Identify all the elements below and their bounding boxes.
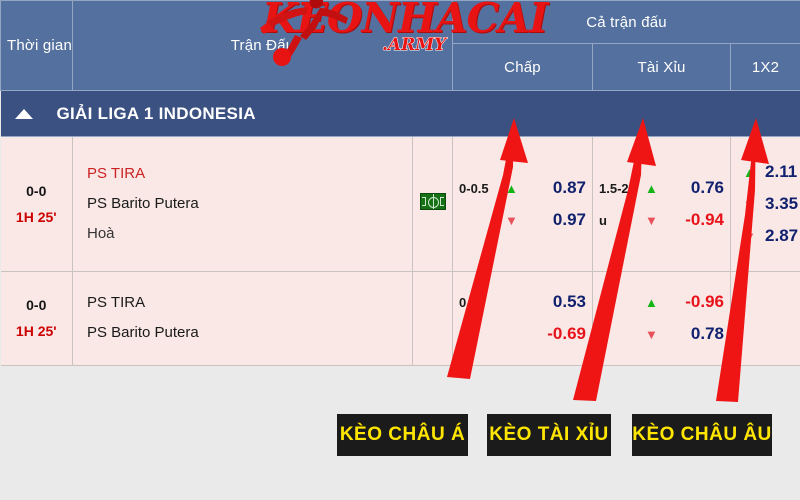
match-teams-cell[interactable]: PS TIRA PS Barito Putera Hoà bbox=[72, 136, 413, 272]
league-header-cell[interactable]: GIẢI LIGA 1 INDONESIA bbox=[0, 89, 800, 138]
arrow-up-icon: ▲ bbox=[743, 164, 756, 180]
pitch-icon-cell bbox=[412, 271, 454, 367]
col-header-match[interactable]: Trận Đấu bbox=[71, 0, 454, 91]
handicap-cell[interactable]: 0 0.53 -0.69 bbox=[452, 271, 594, 367]
handicap-line-value: 0-0.5 bbox=[459, 180, 489, 196]
annotation-label-1x2: KÈO CHÂU ÂU bbox=[632, 414, 772, 456]
over-under-line-bottom[interactable]: u ▼ 0.78 bbox=[599, 318, 724, 350]
league-name: GIẢI LIGA 1 INDONESIA bbox=[56, 103, 256, 123]
over-under-line-top[interactable]: 2 ▲ -0.96 bbox=[599, 286, 724, 318]
handicap-line-bottom[interactable]: -0.69 bbox=[459, 318, 586, 350]
handicap-line-top[interactable]: 0-0.5 ▲ 0.87 bbox=[459, 172, 586, 204]
handicap-cell[interactable]: 0-0.5 ▲ 0.87 ▼ 0.97 bbox=[452, 136, 594, 272]
match-time-cell: 0-0 1H 25' bbox=[0, 136, 73, 272]
one-x-two-draw[interactable]: ▼ 3.35 bbox=[737, 188, 798, 220]
col-header-handicap[interactable]: Chấp bbox=[452, 43, 594, 91]
table-header-row-top: Thời gian Trận Đấu Cả trận đấu bbox=[0, 0, 800, 91]
arrow-up-icon: ▲ bbox=[505, 180, 518, 196]
annotation-label-handicap: KÈO CHÂU Á bbox=[337, 414, 468, 456]
over-odd[interactable]: -0.96 bbox=[685, 292, 725, 312]
one-x-two-cell bbox=[730, 271, 800, 367]
col-header-1x2[interactable]: 1X2 bbox=[730, 43, 800, 91]
match-clock: 1H 25' bbox=[15, 209, 57, 226]
handicap-line-value: 0 bbox=[459, 294, 467, 310]
col-header-over-under[interactable]: Tài Xỉu bbox=[592, 43, 732, 91]
annotation-label-over-under: KÈO TÀI XỈU bbox=[487, 414, 611, 456]
arrow-up-icon: ▲ bbox=[645, 180, 658, 196]
col-header-full-match: Cả trận đấu bbox=[452, 0, 800, 45]
over-under-line-bottom[interactable]: u ▼ -0.94 bbox=[599, 204, 724, 236]
odds-table: Thời gian Trận Đấu Cả trận đấu Chấp Tài … bbox=[0, 0, 800, 367]
match-score: 0-0 bbox=[26, 296, 47, 313]
under-odd[interactable]: -0.94 bbox=[685, 210, 725, 230]
match-clock: 1H 25' bbox=[15, 323, 57, 340]
arrow-down-icon: ▼ bbox=[743, 228, 756, 244]
team-home[interactable]: PS TIRA bbox=[87, 294, 146, 312]
one-x-two-cell[interactable]: ▲ 2.11 ▼ 3.35 ▼ 2.87 bbox=[730, 136, 800, 272]
football-pitch-icon[interactable] bbox=[419, 193, 446, 211]
under-label: u bbox=[599, 326, 607, 342]
pitch-icon-cell[interactable] bbox=[412, 136, 454, 272]
over-under-line-top[interactable]: 1.5-2 ▲ 0.76 bbox=[599, 172, 724, 204]
handicap-odd-bottom[interactable]: -0.69 bbox=[547, 324, 587, 344]
one-x-two-home[interactable]: ▲ 2.11 bbox=[737, 156, 798, 188]
arrow-up-icon: ▲ bbox=[645, 294, 658, 310]
match-time-cell: 0-0 1H 25' bbox=[0, 271, 73, 367]
handicap-odd-top[interactable]: 0.87 bbox=[552, 178, 587, 198]
over-under-cell[interactable]: 1.5-2 ▲ 0.76 u ▼ -0.94 bbox=[592, 136, 732, 272]
one-x-two-away[interactable]: ▼ 2.87 bbox=[737, 220, 798, 252]
one-x-two-odd-2[interactable]: 2.87 bbox=[765, 226, 799, 246]
table-row[interactable]: 0-0 1H 25' PS TIRA PS Barito Putera Hoà … bbox=[0, 136, 800, 272]
over-under-line-value: 1.5-2 bbox=[599, 180, 629, 196]
team-away[interactable]: PS Barito Putera bbox=[87, 324, 199, 342]
team-home[interactable]: PS TIRA bbox=[87, 165, 146, 183]
caret-up-icon[interactable] bbox=[14, 108, 33, 119]
arrow-down-icon: ▼ bbox=[505, 212, 518, 228]
arrow-down-icon: ▼ bbox=[645, 326, 658, 342]
annotation-label-group: KÈO CHÂU Á KÈO TÀI XỈU KÈO CHÂU ÂU bbox=[0, 414, 800, 460]
under-label: u bbox=[599, 212, 607, 228]
table-row[interactable]: 0-0 1H 25' PS TIRA PS Barito Putera 0 0.… bbox=[0, 271, 800, 367]
one-x-two-odd-1[interactable]: 2.11 bbox=[765, 162, 798, 182]
over-odd[interactable]: 0.76 bbox=[690, 178, 725, 198]
table-header-row-bottom: Chấp Tài Xỉu 1X2 bbox=[1, 43, 800, 91]
under-odd[interactable]: 0.78 bbox=[690, 324, 725, 344]
over-under-line-value: 2 bbox=[599, 294, 607, 310]
handicap-line-bottom[interactable]: ▼ 0.97 bbox=[459, 204, 586, 236]
handicap-odd-top[interactable]: 0.53 bbox=[552, 292, 587, 312]
col-header-time[interactable]: Thời gian bbox=[0, 0, 73, 91]
over-under-cell[interactable]: 2 ▲ -0.96 u ▼ 0.78 bbox=[592, 271, 732, 367]
team-draw[interactable]: Hoà bbox=[87, 225, 115, 243]
handicap-odd-bottom[interactable]: 0.97 bbox=[552, 210, 587, 230]
match-teams-cell[interactable]: PS TIRA PS Barito Putera bbox=[72, 271, 413, 367]
match-score: 0-0 bbox=[26, 182, 47, 199]
league-header-row[interactable]: GIẢI LIGA 1 INDONESIA bbox=[0, 89, 800, 138]
arrow-down-icon: ▼ bbox=[743, 196, 756, 212]
team-away[interactable]: PS Barito Putera bbox=[87, 195, 199, 213]
arrow-down-icon: ▼ bbox=[645, 212, 658, 228]
handicap-line-top[interactable]: 0 0.53 bbox=[459, 286, 586, 318]
one-x-two-odd-x[interactable]: 3.35 bbox=[765, 194, 799, 214]
